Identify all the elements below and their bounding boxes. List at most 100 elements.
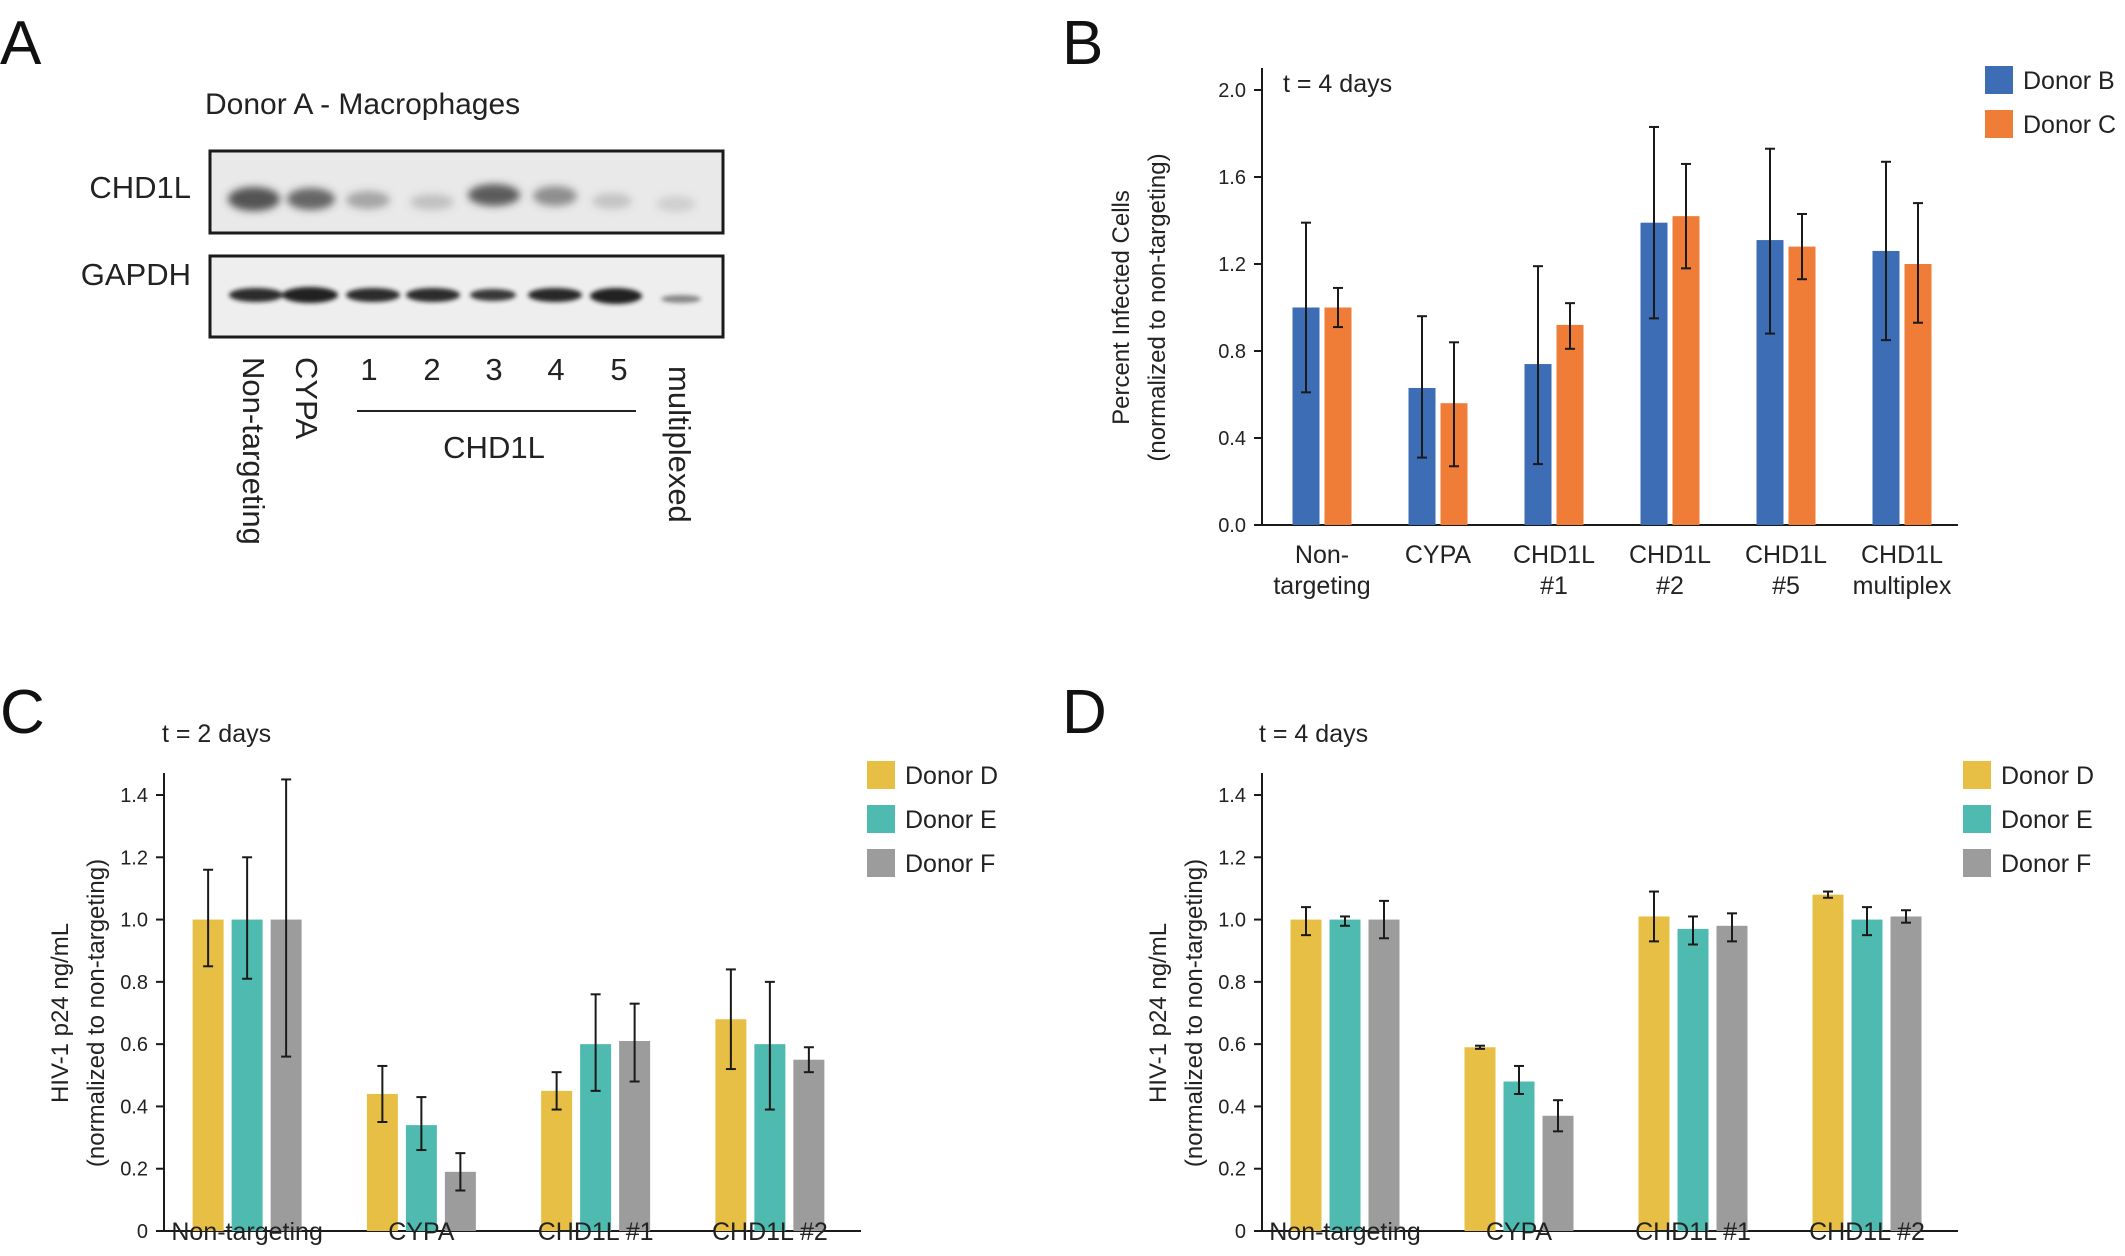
- chart-d-bar-donor-f-1: [1542, 1115, 1574, 1231]
- chart-b-category-label: CHD1L: [1745, 541, 1827, 569]
- chart-c-y-tick-label: 1.0: [120, 910, 148, 932]
- blot-title: Donor A - Macrophages: [205, 88, 520, 121]
- chart-d-category-label: CHD1L #2: [1809, 1218, 1925, 1246]
- gapdh-bands: [229, 287, 701, 304]
- chart-d-p24-day4: 0 0.2 0.4 0.6 0.8 1.0 1.2 1.4 HIV-1 p24 ng/mL (no…: [1145, 720, 2094, 1246]
- chart-d-bar-donor-f-2: [1716, 925, 1748, 1231]
- chart-b-legend-swatch-donor-b: [1985, 66, 2013, 94]
- chart-d-legend-swatch-donor-e: [1963, 805, 1991, 833]
- chd1l-band-multiplexed: [656, 196, 696, 212]
- lane-label-5: 5: [610, 352, 627, 387]
- chart-d-legend-swatch-donor-d: [1963, 761, 1991, 789]
- chart-d-bar-donor-d-3: [1812, 894, 1844, 1231]
- chart-c-y-tick-label: 0.6: [120, 1034, 148, 1056]
- chart-b-category-label: CHD1L: [1513, 541, 1595, 569]
- lane-label-non-targeting: Non-targeting: [236, 357, 271, 545]
- lane-label-1: 1: [360, 352, 377, 387]
- chart-d-y-tick-label: 0.4: [1218, 1096, 1246, 1118]
- chart-d-annotation: t = 4 days: [1259, 720, 1368, 748]
- chart-d-category-label: CHD1L #1: [1635, 1218, 1751, 1246]
- chart-b-bar-donor-c-2: [1556, 324, 1584, 525]
- chart-b-category-label: #2: [1656, 572, 1684, 600]
- chart-b-y-tick-label: 1.2: [1218, 254, 1246, 276]
- chart-d-bar-donor-d-0: [1290, 919, 1322, 1231]
- chd1l-bands: [228, 184, 696, 212]
- chart-c-category-label: CHD1L #2: [712, 1218, 828, 1246]
- chart-b-legend-label-donor-c: Donor C: [2023, 111, 2116, 139]
- gapdh-band-multiplexed: [661, 295, 701, 303]
- chart-c-bar-donor-f-3: [793, 1059, 825, 1231]
- chart-c-category-label: Non-targeting: [171, 1218, 322, 1246]
- chart-d-bar-donor-d-1: [1464, 1047, 1496, 1231]
- chart-c-category-label: CYPA: [388, 1218, 455, 1246]
- gapdh-band-3: [470, 289, 516, 301]
- chart-b-bar-donor-c-4: [1788, 246, 1816, 525]
- chart-b-category-label: #1: [1540, 572, 1568, 600]
- chart-c-y-tick-label: 1.4: [120, 785, 148, 807]
- gapdh-band-5: [590, 288, 642, 304]
- chart-b-y-tick-label: 0.8: [1218, 341, 1246, 363]
- lane-label-2: 2: [423, 352, 440, 387]
- chart-c-bar-donor-d-0: [192, 919, 224, 1231]
- chart-d-y-tick-label: 0.6: [1218, 1034, 1246, 1056]
- chart-c-p24-day2: 0 0.2 0.4 0.6 0.8 1.0 1.2 1.4 HIV-1 p24 ng/mL (no…: [47, 720, 998, 1246]
- chd1l-group-label: CHD1L: [443, 430, 545, 465]
- chd1l-band-cypa: [287, 188, 335, 210]
- chart-d-bar-donor-f-0: [1368, 919, 1400, 1231]
- chart-c-y-tick-label: 1.2: [120, 847, 148, 869]
- chart-d-bar-donor-f-3: [1890, 916, 1922, 1231]
- chart-b-y-tick-label: 1.6: [1218, 167, 1246, 189]
- chart-c-legend-swatch-donor-e: [867, 805, 895, 833]
- chart-d-legend-swatch-donor-f: [1963, 849, 1991, 877]
- chart-d-legend-label-donor-f: Donor F: [2001, 850, 2091, 878]
- chart-d-y-axis-label-sub: (normalized to non-targeting): [1181, 859, 1208, 1167]
- panel-label-b: B: [1062, 9, 1103, 78]
- chd1l-band-2: [410, 194, 454, 210]
- chd1l-band-5: [592, 193, 632, 209]
- chart-d-y-axis-label: HIV-1 p24 ng/mL: [1145, 923, 1172, 1103]
- chart-d-legend-label-donor-d: Donor D: [2001, 762, 2094, 790]
- chart-b-legend-label-donor-b: Donor B: [2023, 67, 2115, 95]
- blot-strip-chd1l: [208, 149, 725, 235]
- chart-b-y-tick-label: 2.0: [1218, 80, 1246, 102]
- chart-d-bar-donor-d-2: [1638, 916, 1670, 1231]
- blot-row-label-chd1l: CHD1L: [89, 170, 191, 205]
- chart-b-category-label: CYPA: [1405, 541, 1472, 569]
- chart-d-y-tick-label: 0: [1235, 1221, 1246, 1243]
- gapdh-band-cypa: [282, 287, 338, 303]
- chart-c-legend-label-donor-f: Donor F: [905, 850, 995, 878]
- lane-label-cypa: CYPA: [289, 357, 324, 439]
- chart-d-legend-label-donor-e: Donor E: [2001, 806, 2093, 834]
- chart-c-legend-swatch-donor-f: [867, 849, 895, 877]
- chart-d-category-label: Non-targeting: [1269, 1218, 1420, 1246]
- chd1l-band-4: [533, 186, 577, 206]
- gapdh-band-2: [406, 288, 460, 302]
- chart-b-y-axis-label: Percent Infected Cells: [1108, 190, 1135, 425]
- chart-c-annotation: t = 2 days: [162, 720, 271, 748]
- chart-b-annotation: t = 4 days: [1283, 70, 1392, 98]
- chart-c-bar-donor-d-2: [541, 1090, 573, 1231]
- chd1l-band-1: [346, 191, 390, 209]
- chart-b-category-label: CHD1L: [1861, 541, 1943, 569]
- chart-d-y-tick-label: 1.2: [1218, 847, 1246, 869]
- lane-label-4: 4: [547, 352, 564, 387]
- chart-c-y-tick-label: 0.8: [120, 972, 148, 994]
- chart-c-legend-label-donor-e: Donor E: [905, 806, 997, 834]
- chart-b-y-tick-label: 0.0: [1218, 515, 1246, 537]
- chart-b-category-label: multiplex: [1853, 572, 1952, 600]
- chart-d-y-tick-label: 0.2: [1218, 1159, 1246, 1181]
- panel-label-d: D: [1062, 678, 1107, 747]
- chd1l-band-non-targeting: [228, 187, 280, 211]
- chart-b-percent-infected: 0.0 0.4 0.8 1.2 1.6 2.0 Percent Infected Cells…: [1108, 66, 2116, 600]
- chart-d-bar-donor-e-3: [1851, 919, 1883, 1231]
- chart-c-y-axis-label: HIV-1 p24 ng/mL: [47, 923, 74, 1103]
- chart-c-y-tick-label: 0: [137, 1221, 148, 1243]
- chart-c-y-axis-label-sub: (normalized to non-targeting): [83, 859, 110, 1167]
- chart-b-y-tick-label: 0.4: [1218, 428, 1246, 450]
- chart-c-legend-swatch-donor-d: [867, 761, 895, 789]
- chart-b-category-label: Non-: [1295, 541, 1349, 569]
- chart-d-bar-donor-e-2: [1677, 928, 1709, 1231]
- chart-c-category-label: CHD1L #1: [538, 1218, 654, 1246]
- chart-b-category-label: #5: [1772, 572, 1800, 600]
